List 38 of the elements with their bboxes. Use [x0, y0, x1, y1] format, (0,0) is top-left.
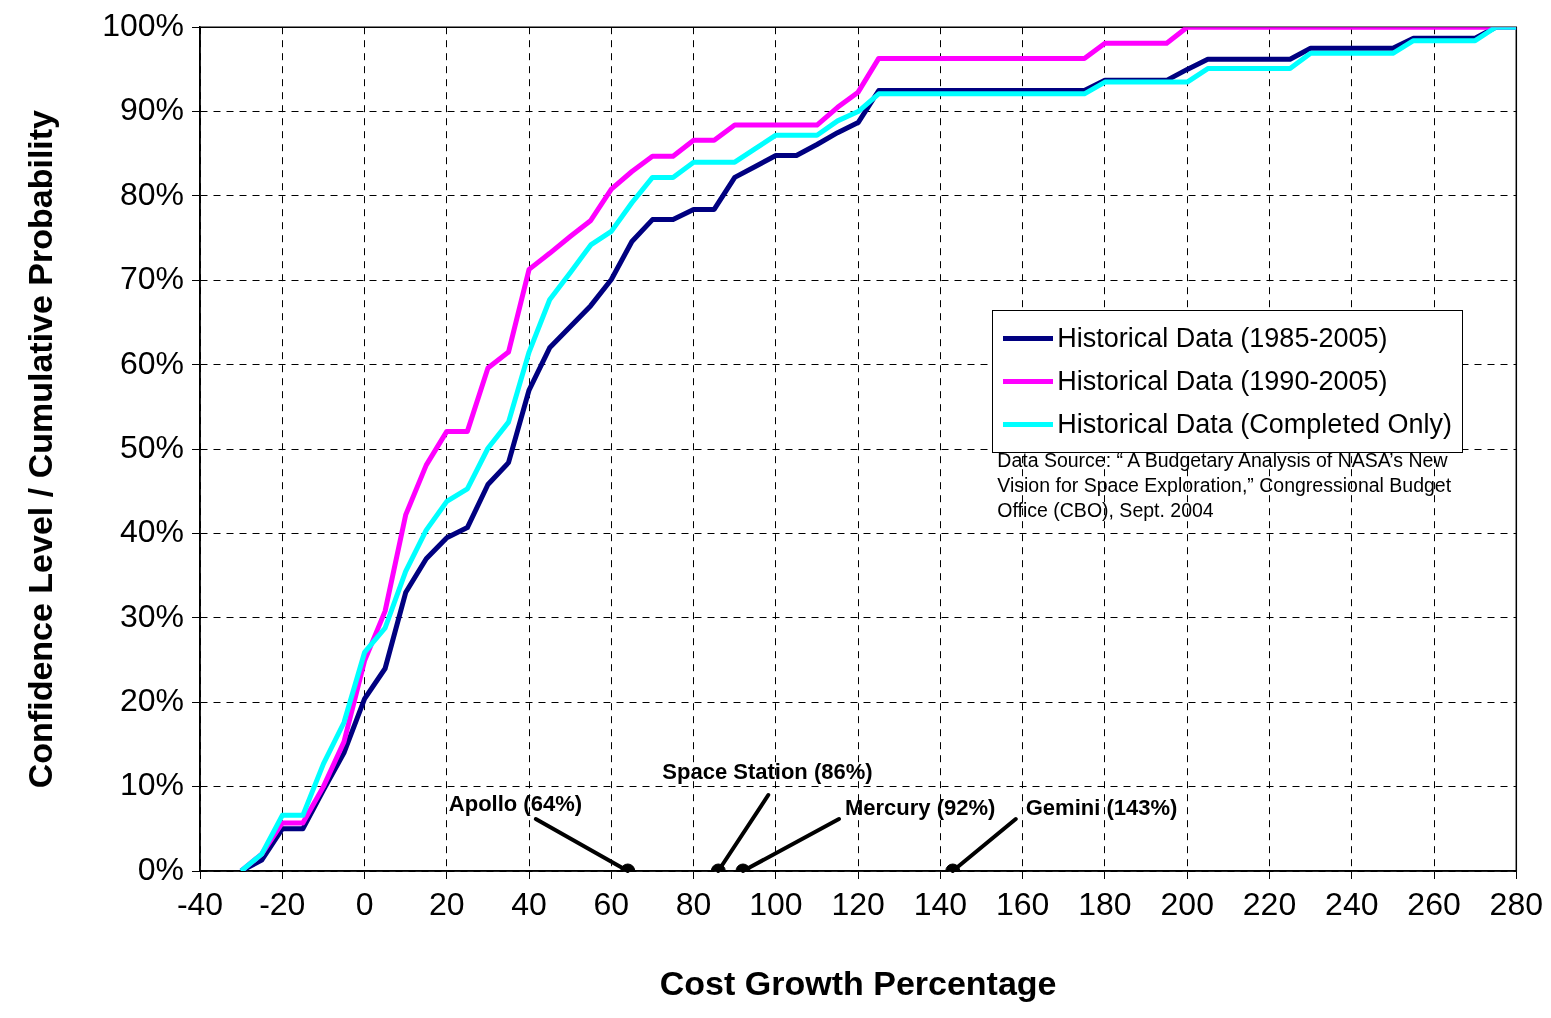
x-axis-title: Cost Growth Percentage [659, 963, 1057, 1002]
x-tick-label: 180 [1078, 886, 1132, 923]
legend-label: Historical Data (1990-2005) [1057, 366, 1388, 398]
y-tick-label: 40% [119, 513, 184, 550]
y-tick-label: 70% [119, 260, 184, 297]
x-tick-label: 100 [749, 886, 803, 923]
x-tick-label: 60 [593, 886, 630, 923]
y-tick-label: 20% [119, 682, 184, 719]
y-tick-label: 100% [102, 7, 184, 44]
x-tick-label: 160 [996, 886, 1050, 923]
y-tick-label: 30% [119, 597, 184, 634]
x-tick-label: 0 [355, 886, 374, 923]
x-tick-label: 140 [913, 886, 968, 923]
x-tick-label: 20 [429, 886, 465, 923]
x-tick-label: -40 [176, 886, 224, 923]
y-tick-label: 60% [119, 344, 184, 381]
y-tick-label: 80% [119, 175, 184, 212]
x-tick-label: 240 [1325, 886, 1379, 923]
y-tick-label: 10% [119, 766, 184, 803]
x-tick-label: 260 [1407, 886, 1461, 923]
x-tick-label: 40 [511, 886, 547, 923]
annotation: Mercury (92%) [844, 795, 996, 820]
x-tick-label: 80 [675, 886, 712, 923]
x-tick-label: 200 [1160, 886, 1214, 923]
annotation: Space Station (86%) [662, 759, 873, 784]
y-axis-title: Confidence Level / Cumulative Probability [20, 109, 59, 789]
annotation: Gemini (143%) [1025, 795, 1178, 820]
y-tick-label: 90% [119, 91, 184, 128]
x-tick-label: 280 [1489, 886, 1543, 923]
legend-label: Historical Data (1985-2005) [1057, 323, 1388, 355]
x-tick-label: 120 [831, 886, 885, 923]
x-tick-label: 220 [1242, 886, 1297, 923]
annotation: Apollo (64%) [448, 791, 583, 816]
legend-label: Historical Data (Completed Only) [1057, 409, 1452, 441]
x-tick-label: -20 [259, 886, 306, 923]
y-tick-label: 0% [137, 850, 184, 887]
annotation: Data Source: “ A Budgetary Analysis of NASA’s New Vision for Space Exploration,” Congressional Budget Office (CBO), Sept. 2004 [997, 448, 1453, 524]
y-tick-label: 50% [119, 428, 184, 465]
